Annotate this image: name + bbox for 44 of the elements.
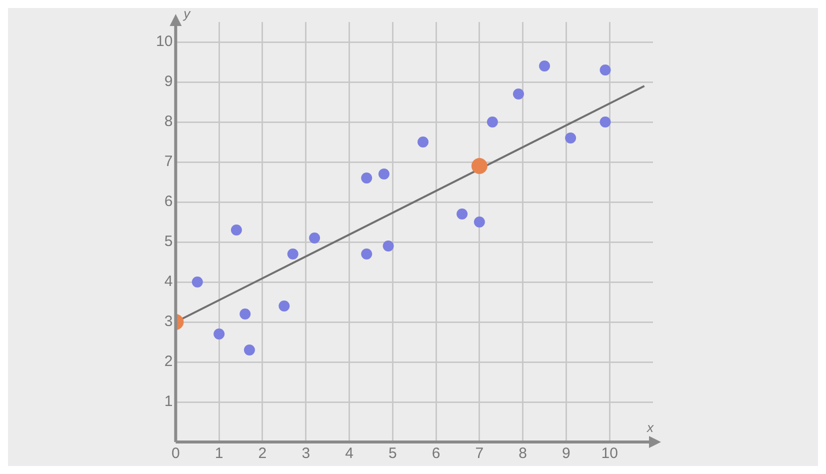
y-tick-label: 1 <box>164 393 173 410</box>
x-tick-label: 4 <box>345 445 354 462</box>
point <box>361 172 372 184</box>
point <box>600 64 611 76</box>
y-tick-label: 5 <box>164 233 173 250</box>
x-tick-label: 2 <box>258 445 267 462</box>
y-tick-label: 3 <box>164 313 173 330</box>
point <box>361 248 372 260</box>
point <box>512 88 524 100</box>
y-tick-label: 4 <box>164 273 173 290</box>
point <box>214 328 225 340</box>
point <box>192 276 203 288</box>
point <box>378 168 390 180</box>
y-tick-label: 6 <box>164 193 173 210</box>
point <box>278 300 290 312</box>
point <box>287 248 298 260</box>
point <box>486 116 498 128</box>
point <box>309 232 320 244</box>
point <box>240 308 251 320</box>
y-tick-label: 10 <box>156 33 173 50</box>
x-tick-label: 3 <box>302 445 310 462</box>
point <box>600 116 611 128</box>
y-axis-title: y <box>182 6 192 21</box>
x-tick-label: 1 <box>214 445 224 462</box>
point <box>565 132 576 144</box>
point <box>456 208 468 220</box>
y-tick-label: 2 <box>164 353 173 370</box>
point <box>382 240 394 252</box>
x-tick-label: 6 <box>432 445 440 462</box>
x-tick-label: 7 <box>475 445 484 462</box>
y-tick-label: 8 <box>164 113 173 130</box>
x-tick-label: 0 <box>172 445 180 462</box>
y-tick-label: 9 <box>164 73 173 90</box>
y-tick-label: 7 <box>164 153 173 170</box>
point <box>418 136 429 148</box>
point <box>474 216 485 228</box>
point <box>539 60 550 72</box>
x-tick-label: 10 <box>601 445 618 462</box>
point <box>230 224 242 236</box>
x-axis-title: x <box>646 420 654 435</box>
x-tick-label: 5 <box>388 445 397 462</box>
x-tick-label: 8 <box>518 445 527 462</box>
x-tick-label: 9 <box>562 445 570 462</box>
point <box>244 344 255 356</box>
